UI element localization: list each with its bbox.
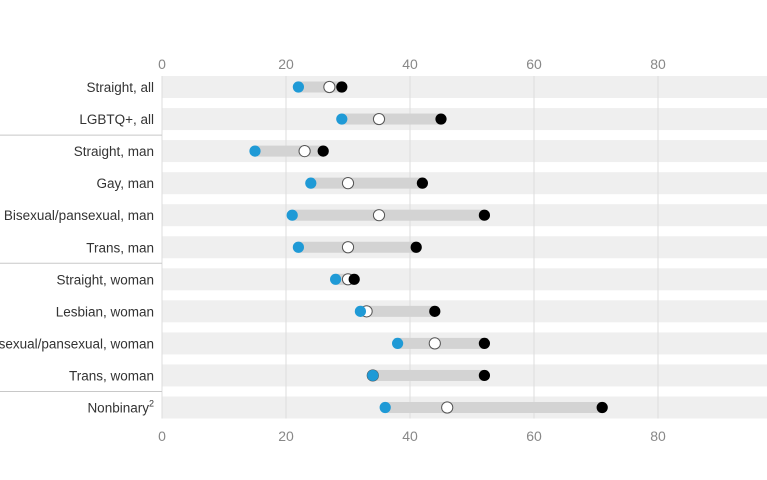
- range-bar: [397, 337, 485, 349]
- category-label: Trans, man: [86, 240, 154, 255]
- black-dot: [478, 369, 490, 382]
- white-dot: [372, 112, 386, 126]
- row-band: [162, 300, 767, 323]
- range-bar: [310, 177, 423, 189]
- category-label: Lesbian, woman: [56, 304, 154, 319]
- range-bar: [292, 209, 485, 221]
- x-tick-label: 20: [278, 428, 294, 444]
- x-tick-label: 60: [526, 56, 542, 72]
- category-label: LGBTQ+, all: [79, 112, 154, 127]
- x-tick-label: 80: [650, 428, 666, 444]
- row-band: [162, 172, 767, 195]
- data-dots: [249, 80, 608, 414]
- black-dot: [317, 145, 329, 157]
- category-label: Nonbinary2: [87, 399, 154, 416]
- blue-dot: [249, 145, 261, 157]
- white-dot: [341, 241, 355, 254]
- group-dividers: [0, 134, 162, 392]
- category-label: Straight, all: [86, 80, 154, 95]
- category-labels: Straight, all LGBTQ+, all Straight, man Gay…: [0, 80, 154, 416]
- range-bar: [360, 305, 435, 317]
- black-dot: [416, 177, 428, 189]
- row-band: [162, 268, 767, 291]
- x-tick-label: 40: [402, 428, 418, 444]
- black-dot: [478, 209, 490, 221]
- black-dot: [478, 337, 490, 349]
- blue-dot: [367, 369, 379, 382]
- blue-dot: [305, 177, 317, 189]
- blue-dot: [379, 401, 391, 414]
- category-label: Straight, woman: [56, 272, 154, 287]
- row-band: [162, 108, 767, 131]
- blue-dot: [354, 305, 366, 317]
- black-dot: [410, 241, 422, 253]
- x-tick-label: 80: [650, 56, 666, 72]
- black-dot: [429, 305, 441, 317]
- x-tick-label: 40: [402, 56, 418, 72]
- range-bar: [385, 402, 603, 413]
- x-axis-top: 0 20 40 60 80: [158, 56, 666, 72]
- white-dot: [441, 401, 454, 414]
- white-dot: [341, 177, 355, 190]
- category-label: Trans, woman: [69, 368, 154, 383]
- black-dot: [596, 401, 608, 414]
- range-bar: [298, 241, 417, 253]
- black-dot: [348, 273, 360, 285]
- x-tick-label: 20: [278, 56, 294, 72]
- category-label: Bisexual/pansexual, man: [4, 208, 154, 223]
- category-label: Straight, man: [74, 144, 154, 159]
- x-tick-label: 60: [526, 428, 542, 444]
- blue-dot: [292, 241, 304, 253]
- range-bar: [341, 113, 441, 125]
- blue-dot: [392, 337, 404, 349]
- black-dot: [336, 81, 348, 93]
- x-tick-label: 0: [158, 428, 166, 444]
- category-label: Gay, man: [96, 176, 154, 191]
- range-bar: [255, 145, 324, 157]
- white-dot: [428, 337, 441, 350]
- black-dot: [435, 113, 447, 125]
- range-bar: [298, 81, 342, 93]
- blue-dot: [336, 113, 348, 125]
- row-band: [162, 76, 767, 98]
- range-bars: [255, 81, 603, 413]
- grid-lines: [161, 76, 659, 419]
- x-axis-bottom: 0 20 40 60 80: [158, 428, 666, 444]
- white-dot: [323, 80, 336, 94]
- white-dot: [372, 209, 386, 222]
- x-tick-label: 0: [158, 56, 166, 72]
- blue-dot: [330, 273, 342, 285]
- blue-dot: [286, 209, 298, 221]
- range-bar: [372, 369, 485, 381]
- row-band: [162, 236, 767, 259]
- category-label: Bisexual/pansexual, woman: [0, 336, 154, 351]
- row-bands: [162, 76, 767, 419]
- white-dot: [298, 145, 311, 158]
- blue-dot: [292, 81, 304, 93]
